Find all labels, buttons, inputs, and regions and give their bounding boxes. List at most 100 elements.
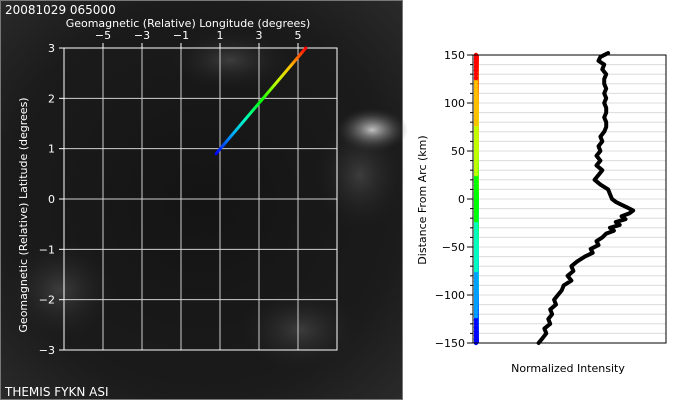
profile-color-marker xyxy=(473,87,479,92)
profile-color-marker xyxy=(473,333,479,338)
profile-color-marker xyxy=(473,317,479,323)
map-x-ticks: −5 −3 −1 1 3 5 xyxy=(95,29,302,48)
map-y-ticks: 3 2 1 0 −1 −2 −3 xyxy=(39,42,64,357)
map-y-tick-label: −2 xyxy=(39,294,55,307)
profile-color-marker xyxy=(473,206,479,211)
map-y-tick-label: 2 xyxy=(48,92,55,105)
profile-color-marker xyxy=(473,168,479,173)
profile-y-tick-label: 100 xyxy=(444,97,465,110)
profile-color-marker xyxy=(473,321,479,326)
profile-color-marker xyxy=(473,329,479,334)
profile-color-marker xyxy=(473,171,479,177)
map-y-tick-label: 1 xyxy=(48,143,55,156)
profile-color-marker xyxy=(473,60,479,65)
profile-y-tick-label: −150 xyxy=(435,337,465,350)
profile-color-marker xyxy=(473,175,479,181)
profile-color-marker xyxy=(473,244,479,250)
profile-color-marker xyxy=(473,225,479,230)
profile-color-marker xyxy=(473,141,479,146)
profile-color-marker xyxy=(473,156,479,161)
profile-grid xyxy=(473,54,666,344)
cloud-haze xyxy=(170,30,290,90)
profile-color-marker xyxy=(473,148,479,154)
profile-color-marker xyxy=(473,98,479,104)
profile-color-marker xyxy=(473,83,479,88)
profile-color-marker xyxy=(473,279,479,284)
profile-y-axis-label: Distance From Arc (km) xyxy=(416,135,429,264)
map-x-tick-label: 3 xyxy=(256,29,263,42)
profile-color-marker xyxy=(473,72,479,77)
profile-color-marker xyxy=(473,194,479,200)
profile-color-marker xyxy=(473,118,479,123)
profile-color-marker xyxy=(473,233,479,238)
profile-color-marker xyxy=(473,125,479,131)
profile-color-marker xyxy=(473,217,479,223)
map-y-tick-label: −1 xyxy=(39,243,55,256)
profile-y-tick-label: 0 xyxy=(458,193,465,206)
profile-y-tick-label: 150 xyxy=(444,49,465,62)
map-y-tick-label: −3 xyxy=(39,344,55,357)
map-y-tick-label: 3 xyxy=(48,42,55,55)
profile-color-marker xyxy=(473,264,479,269)
profile-color-marker xyxy=(473,283,479,288)
profile-color-marker xyxy=(473,298,479,303)
profile-color-marker xyxy=(473,144,479,150)
profile-color-marker xyxy=(473,313,479,319)
profile-color-marker xyxy=(473,267,479,273)
profile-color-marker xyxy=(473,106,479,111)
profile-color-marker xyxy=(473,306,479,311)
profile-color-marker xyxy=(473,183,479,188)
profile-color-marker xyxy=(473,110,479,115)
map-x-tick-label: −3 xyxy=(134,29,150,42)
profile-panel: 150 100 50 0 −50 −100 −150 Normalized Intensit… xyxy=(416,49,667,375)
profile-color-marker xyxy=(473,102,479,108)
timestamp-label: 20081029 065000 xyxy=(5,3,116,17)
footer-label: THEMIS FYKN ASI xyxy=(4,385,109,399)
profile-color-marker xyxy=(473,68,479,73)
profile-color-marker xyxy=(473,240,479,246)
profile-y-tick-label: −50 xyxy=(442,241,465,254)
profile-color-marker xyxy=(473,210,479,215)
profile-color-marker xyxy=(473,64,479,69)
profile-y-ticks: 150 100 50 0 −50 −100 −150 xyxy=(435,49,473,350)
map-y-axis-label: Geomagnetic (Relative) Latitude (degrees… xyxy=(17,97,30,332)
profile-color-marker xyxy=(473,237,479,242)
profile-color-marker xyxy=(473,191,479,196)
profile-color-marker xyxy=(473,271,479,277)
profile-color-marker xyxy=(473,290,479,296)
profile-color-marker xyxy=(473,121,479,127)
asi-image-panel: 20081029 065000 THEMIS FYKN ASI −5 −3 −1 1 3… xyxy=(0,0,408,400)
profile-color-marker xyxy=(473,202,479,207)
map-x-tick-label: 1 xyxy=(217,29,224,42)
profile-x-axis-label: Normalized Intensity xyxy=(511,362,625,375)
map-plot-area: −5 −3 −1 1 3 5 3 2 1 0 −1 −2 −3 xyxy=(39,29,338,357)
profile-color-marker xyxy=(473,252,479,257)
profile-color-marker xyxy=(473,187,479,192)
profile-color-marker xyxy=(473,256,479,261)
profile-y-tick-label: 50 xyxy=(451,145,465,158)
cloud-haze xyxy=(240,290,360,370)
map-x-tick-label: 5 xyxy=(295,29,302,42)
map-grid xyxy=(64,48,337,350)
profile-color-markers xyxy=(473,52,479,346)
profile-color-marker xyxy=(473,260,479,265)
profile-color-marker xyxy=(473,325,479,330)
profile-color-marker xyxy=(473,79,479,85)
profile-color-marker xyxy=(473,152,479,158)
profile-color-marker xyxy=(473,95,479,100)
map-x-tick-label: −1 xyxy=(173,29,189,42)
map-y-tick-label: 0 xyxy=(48,193,55,206)
arc-line xyxy=(214,46,308,156)
profile-color-marker xyxy=(473,287,479,292)
profile-color-marker xyxy=(473,310,479,315)
profile-color-marker xyxy=(473,229,479,234)
profile-color-marker xyxy=(473,214,479,219)
profile-color-marker xyxy=(473,164,479,169)
profile-color-marker xyxy=(473,91,479,96)
profile-color-marker xyxy=(473,56,479,62)
map-x-axis-label: Geomagnetic (Relative) Longitude (degree… xyxy=(66,17,311,30)
map-x-tick-label: −5 xyxy=(95,29,111,42)
profile-color-marker xyxy=(473,302,479,307)
profile-color-marker xyxy=(473,248,479,254)
